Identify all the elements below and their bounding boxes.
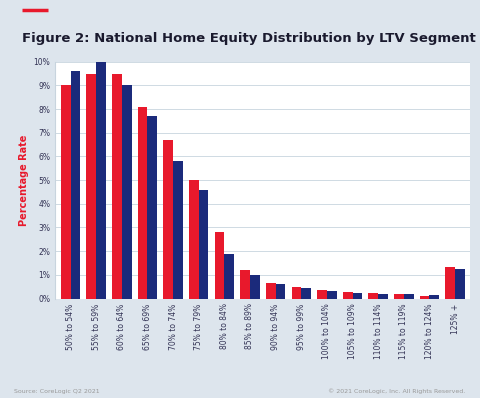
Bar	[266, 283, 276, 298]
Bar	[86, 74, 96, 298]
Bar	[96, 62, 106, 298]
Bar	[368, 293, 378, 298]
Bar	[224, 254, 234, 298]
Text: Source: CoreLogic Q2 2021: Source: CoreLogic Q2 2021	[14, 389, 100, 394]
Bar	[147, 116, 157, 298]
Bar	[430, 295, 439, 298]
Bar	[61, 85, 71, 298]
Bar	[240, 270, 250, 298]
Bar	[122, 85, 132, 298]
Bar	[250, 275, 260, 298]
Bar	[352, 293, 362, 298]
Bar	[301, 288, 311, 298]
Y-axis label: Percentage Rate: Percentage Rate	[19, 135, 29, 226]
Text: Figure 2: National Home Equity Distribution by LTV Segment: Figure 2: National Home Equity Distribut…	[22, 32, 475, 45]
Bar	[420, 296, 430, 298]
Bar	[189, 180, 199, 298]
Bar	[215, 232, 224, 298]
Bar	[71, 71, 80, 298]
Bar	[138, 107, 147, 298]
Bar	[327, 291, 336, 298]
Bar	[291, 287, 301, 298]
Bar	[404, 295, 413, 298]
Bar	[378, 294, 388, 298]
Bar	[163, 140, 173, 298]
Bar	[317, 289, 327, 298]
Bar	[276, 284, 285, 298]
Bar	[343, 292, 352, 298]
Bar	[455, 269, 465, 298]
Bar	[394, 294, 404, 298]
Bar	[112, 74, 122, 298]
Text: © 2021 CoreLogic, Inc. All Rights Reserved.: © 2021 CoreLogic, Inc. All Rights Reserv…	[328, 388, 466, 394]
Bar	[199, 189, 208, 298]
Bar	[173, 161, 183, 298]
Bar	[445, 267, 455, 298]
